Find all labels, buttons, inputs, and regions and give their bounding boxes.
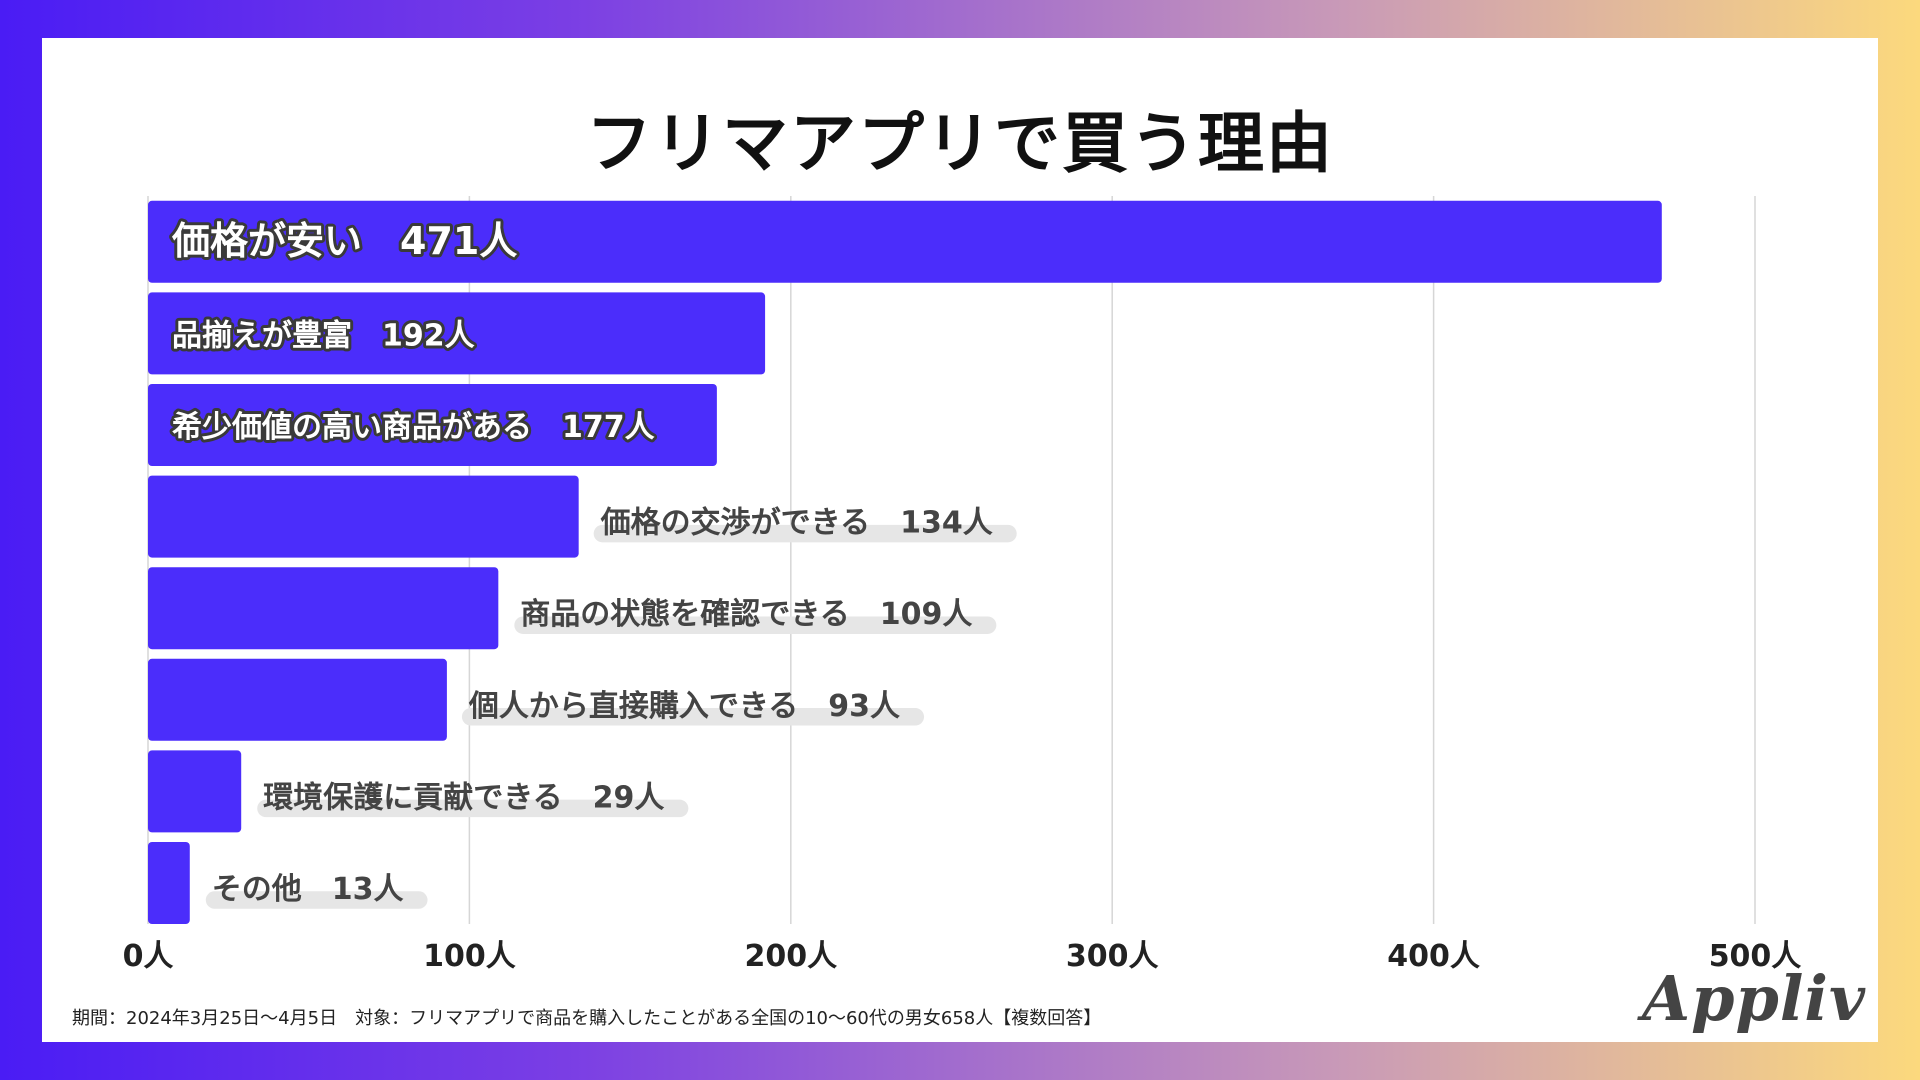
bar-label-3: 価格の交渉ができる 134人: [600, 506, 993, 541]
bar-label-0: 価格が安い 471人: [171, 219, 517, 263]
x-tick-label-300: 300人: [1066, 939, 1159, 974]
bar-label-bg-5: [461, 708, 925, 726]
appliv-logo: Appliv: [1642, 962, 1866, 1035]
chart-card: フリマアプリで買う理由 価格が安い 471人品揃えが豊富 192人希少価値の高い…: [42, 38, 1878, 1042]
bar-label-bg-4: [514, 616, 997, 634]
bar-6: [148, 750, 242, 833]
bar-label-5: 個人から直接購入できる 93人: [468, 689, 900, 724]
bar-label-2: 希少価値の高い商品がある 177人: [172, 410, 655, 445]
bar-0: [148, 200, 1662, 283]
bar-2: [148, 384, 717, 466]
x-tick-label-0: 0人: [123, 939, 174, 974]
bar-label-bg-6: [257, 799, 689, 818]
bar-3: [148, 475, 579, 558]
x-tick-label-400: 400人: [1387, 939, 1480, 974]
bar-4: [148, 567, 499, 650]
bar-1: [148, 292, 766, 375]
bar-label-6: 環境保護に貢献できる 29人: [263, 780, 664, 815]
bar-label-bg-7: [205, 891, 428, 909]
x-tick-label-200: 200人: [744, 939, 837, 974]
bar-label-bg-3: [593, 524, 1017, 543]
chart-title: フリマアプリで買う理由: [586, 105, 1334, 182]
x-tick-label-500: 500人: [1709, 939, 1802, 974]
survey-footnote: 期間：2024年3月25日〜4月5日 対象：フリマアプリで商品を購入したことがあ…: [72, 1008, 1102, 1029]
bar-label-1: 品揃えが豊富 192人: [172, 318, 475, 353]
bar-7: [148, 842, 190, 924]
bar-label-7: その他 13人: [212, 872, 404, 907]
bar-label-4: 商品の状態を確認できる 109人: [520, 597, 972, 632]
x-tick-label-100: 100人: [423, 939, 516, 974]
bar-5: [148, 658, 447, 741]
